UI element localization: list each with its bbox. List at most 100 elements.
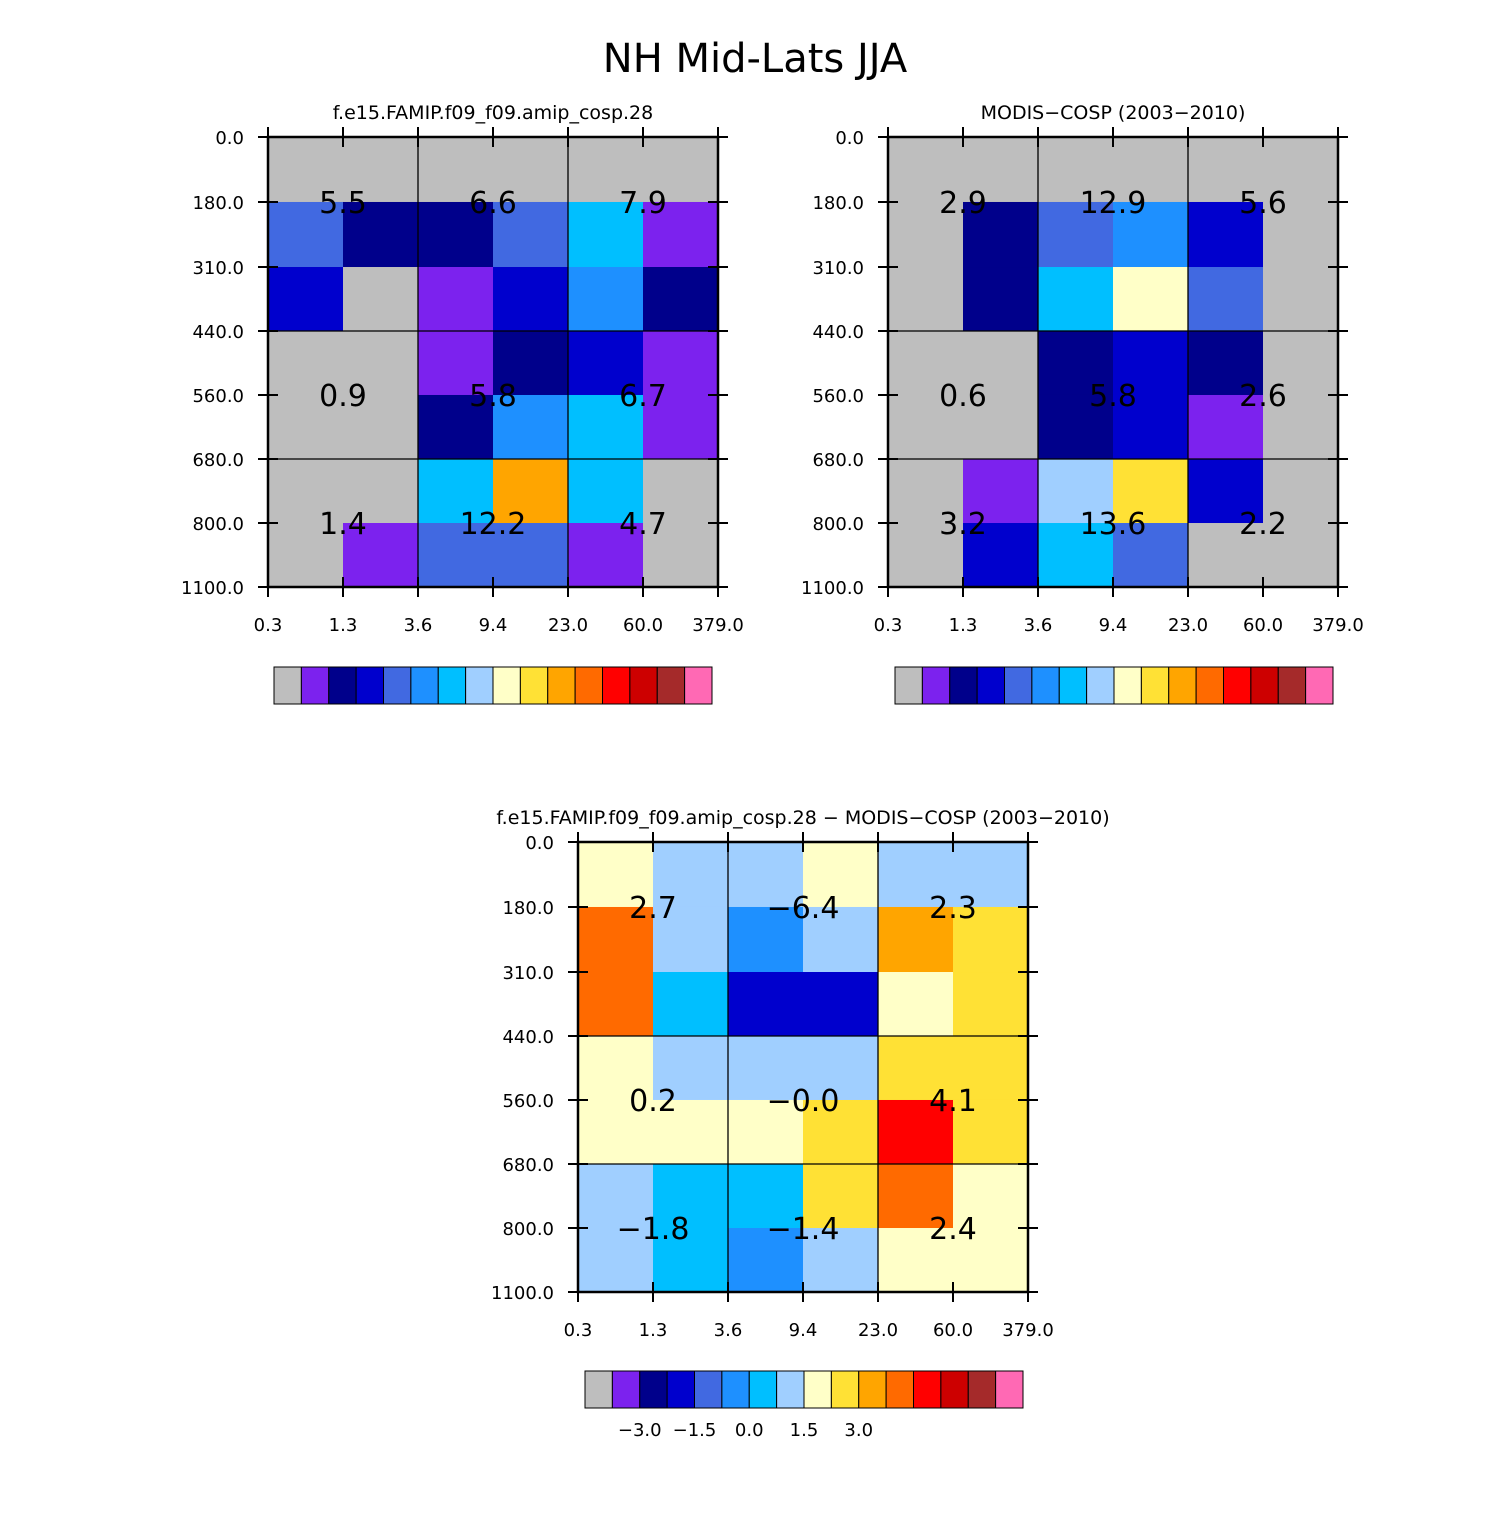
colorbar-swatch xyxy=(328,666,357,705)
heatmap-cell xyxy=(728,1164,804,1229)
x-tick-label: 1.3 xyxy=(329,615,358,636)
heatmap-cell xyxy=(963,330,1039,396)
heatmap-cell xyxy=(888,394,964,460)
x-tick-label: 60.0 xyxy=(933,1320,973,1341)
heatmap-cell xyxy=(643,137,719,203)
heatmap-cell xyxy=(728,1228,804,1293)
x-tick-label: 3.6 xyxy=(404,615,433,636)
heatmap-cell xyxy=(418,523,494,588)
colorbar-swatch xyxy=(300,666,330,705)
cell-value-label: 6.6 xyxy=(469,186,517,221)
colorbar-swatch xyxy=(830,1370,860,1409)
heatmap-cell xyxy=(953,906,1029,973)
cell-value-label: 6.7 xyxy=(619,379,667,414)
panel-title: f.e15.FAMIP.f09_f09.amip_cosp.28 − MODIS… xyxy=(496,807,1109,829)
x-tick-label: 3.6 xyxy=(1024,615,1053,636)
heatmap-cell xyxy=(568,267,644,332)
heatmap-cell xyxy=(1113,330,1189,396)
colorbar-swatch xyxy=(1140,666,1170,705)
heatmap-cell xyxy=(568,394,644,460)
heatmap-cell xyxy=(568,523,644,588)
colorbar-swatch xyxy=(885,1370,914,1409)
colorbar-swatch xyxy=(547,666,576,705)
heatmap-cell xyxy=(888,330,964,396)
cell-value-label: 0.9 xyxy=(319,379,367,414)
heatmap-cell xyxy=(568,459,644,524)
colorbar-swatch xyxy=(410,666,439,705)
heatmap-cell xyxy=(963,459,1039,524)
heatmap-cell xyxy=(1263,330,1339,396)
heatmap-cell xyxy=(493,523,569,588)
heatmap-cell xyxy=(653,906,729,973)
heatmap-cell xyxy=(643,201,719,268)
heatmap-cell xyxy=(878,1035,954,1101)
cell-value-label: 5.5 xyxy=(319,186,367,221)
y-tick-label: 180.0 xyxy=(502,898,554,919)
colorbar-swatch xyxy=(602,666,631,705)
heatmap-cell xyxy=(418,394,494,460)
heatmap-cell xyxy=(1038,137,1114,203)
heatmap-cell xyxy=(878,1164,954,1229)
colorbar-swatch xyxy=(1250,666,1279,705)
y-tick-label: 560.0 xyxy=(812,386,864,407)
colorbar-label: 1.5 xyxy=(790,1420,819,1441)
x-tick-label: 9.4 xyxy=(479,615,508,636)
heatmap-cell xyxy=(268,201,344,268)
heatmap-cell xyxy=(343,523,419,588)
heatmap-cell xyxy=(1113,267,1189,332)
y-tick-label: 310.0 xyxy=(812,258,864,279)
y-tick-label: 0.0 xyxy=(525,833,554,854)
colorbar-swatch xyxy=(894,666,923,705)
heatmap-cell xyxy=(493,137,569,203)
y-tick-label: 680.0 xyxy=(502,1155,554,1176)
heatmap-cell xyxy=(1188,459,1264,524)
colorbar-label: 3.0 xyxy=(844,1420,873,1441)
cell-value-label: 0.6 xyxy=(939,379,987,414)
heatmap-cell xyxy=(878,1228,954,1293)
y-tick-label: 0.0 xyxy=(215,128,244,149)
cell-value-label: −6.4 xyxy=(767,891,840,926)
heatmap-cell xyxy=(1038,201,1114,268)
heatmap-cell xyxy=(803,1228,879,1293)
colorbar-swatch xyxy=(1058,666,1088,705)
heatmap-cell xyxy=(1113,137,1189,203)
heatmap-cell xyxy=(878,972,954,1037)
heatmap-cell xyxy=(343,459,419,524)
y-tick-label: 440.0 xyxy=(502,1027,554,1048)
heatmap-cell xyxy=(268,394,344,460)
heatmap-cell xyxy=(1188,267,1264,332)
colorbar-swatch xyxy=(584,1370,613,1409)
colorbar-swatch xyxy=(1195,666,1224,705)
heatmap-cell xyxy=(578,972,654,1037)
heatmap-cell xyxy=(418,137,494,203)
cell-value-label: 2.9 xyxy=(939,186,987,221)
heatmap-cell xyxy=(953,1035,1029,1101)
colorbar-label: −3.0 xyxy=(618,1420,662,1441)
heatmap-cell xyxy=(493,330,569,396)
colorbar-swatch xyxy=(273,666,302,705)
colorbar-swatch xyxy=(492,666,521,705)
heatmap-cell xyxy=(728,842,804,908)
heatmap-cell xyxy=(803,972,879,1037)
heatmap-cell xyxy=(343,394,419,460)
colorbar-swatch xyxy=(437,666,467,705)
y-tick-label: 440.0 xyxy=(812,322,864,343)
colorbar-swatch xyxy=(913,1370,942,1409)
heatmap-cell xyxy=(343,267,419,332)
heatmap-cell xyxy=(653,1164,729,1229)
panel-title: MODIS−COSP (2003−2010) xyxy=(981,102,1246,124)
heatmap-cell xyxy=(343,330,419,396)
heatmap-cell xyxy=(953,1164,1029,1229)
y-tick-label: 310.0 xyxy=(502,963,554,984)
heatmap-cell xyxy=(888,137,964,203)
heatmap-cell xyxy=(1113,459,1189,524)
cell-value-label: 13.6 xyxy=(1080,507,1147,542)
panel-difference: f.e15.FAMIP.f09_f09.amip_cosp.28 − MODIS… xyxy=(491,807,1110,1441)
cell-value-label: 5.6 xyxy=(1239,186,1287,221)
heatmap-cell xyxy=(888,201,964,268)
heatmap-cell xyxy=(878,1099,954,1165)
y-tick-label: 180.0 xyxy=(812,193,864,214)
colorbar-swatch xyxy=(967,1370,997,1409)
